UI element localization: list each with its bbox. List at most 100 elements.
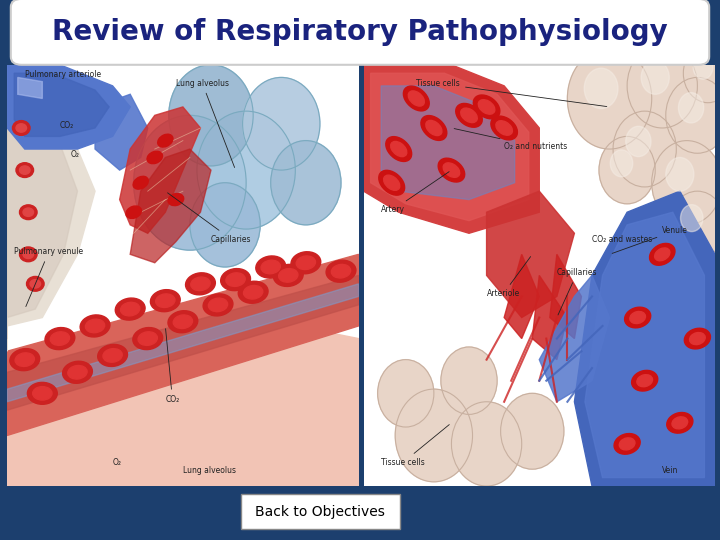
Ellipse shape <box>133 177 148 189</box>
Ellipse shape <box>68 366 87 379</box>
Polygon shape <box>539 275 610 402</box>
Circle shape <box>378 360 434 427</box>
Polygon shape <box>364 65 539 233</box>
Ellipse shape <box>630 312 646 323</box>
Ellipse shape <box>261 260 280 274</box>
Text: O₂ and nutrients: O₂ and nutrients <box>454 129 567 151</box>
Ellipse shape <box>115 298 145 320</box>
Ellipse shape <box>619 438 635 450</box>
Circle shape <box>599 137 655 204</box>
Ellipse shape <box>444 163 459 177</box>
Circle shape <box>642 60 670 94</box>
Circle shape <box>666 158 694 191</box>
Polygon shape <box>575 191 715 486</box>
Ellipse shape <box>478 100 495 114</box>
Circle shape <box>441 347 497 414</box>
Ellipse shape <box>667 413 693 433</box>
Ellipse shape <box>156 294 175 307</box>
Ellipse shape <box>456 104 482 127</box>
Text: CO₂ and wastes: CO₂ and wastes <box>592 235 652 244</box>
Text: Lung alveolus: Lung alveolus <box>183 467 236 475</box>
Ellipse shape <box>86 319 104 333</box>
Circle shape <box>683 44 720 103</box>
Polygon shape <box>487 191 575 318</box>
Ellipse shape <box>27 382 58 404</box>
Ellipse shape <box>625 307 651 328</box>
Polygon shape <box>7 98 78 339</box>
Circle shape <box>271 140 341 225</box>
Ellipse shape <box>19 247 37 262</box>
Circle shape <box>395 389 472 482</box>
Ellipse shape <box>461 108 477 123</box>
Polygon shape <box>7 318 359 486</box>
Polygon shape <box>504 254 539 339</box>
Text: Pulmonary venule: Pulmonary venule <box>14 247 84 307</box>
Text: Venule: Venule <box>612 226 688 253</box>
Circle shape <box>584 68 618 109</box>
Ellipse shape <box>637 375 652 387</box>
Ellipse shape <box>45 328 75 349</box>
Circle shape <box>666 77 720 153</box>
Text: Capillaries: Capillaries <box>557 268 598 315</box>
Ellipse shape <box>491 116 518 140</box>
Circle shape <box>626 126 651 157</box>
Ellipse shape <box>50 332 70 346</box>
Ellipse shape <box>221 268 251 291</box>
Text: Review of Respiratory Pathophysiology: Review of Respiratory Pathophysiology <box>52 18 668 46</box>
Polygon shape <box>95 94 148 170</box>
Ellipse shape <box>649 244 675 265</box>
Text: O₂: O₂ <box>112 458 122 467</box>
Polygon shape <box>550 254 582 339</box>
Ellipse shape <box>391 141 407 157</box>
Polygon shape <box>14 73 109 137</box>
Ellipse shape <box>16 124 27 132</box>
Ellipse shape <box>326 260 356 282</box>
Text: O₂: O₂ <box>71 151 79 159</box>
Ellipse shape <box>238 281 268 303</box>
Ellipse shape <box>331 265 351 278</box>
Ellipse shape <box>672 417 688 429</box>
Circle shape <box>678 92 703 123</box>
Polygon shape <box>7 254 359 435</box>
Ellipse shape <box>256 256 286 278</box>
Text: Vein: Vein <box>662 467 679 475</box>
Text: Pulmonary arteriole: Pulmonary arteriole <box>24 70 101 79</box>
Ellipse shape <box>80 315 110 337</box>
Ellipse shape <box>27 276 44 291</box>
Polygon shape <box>18 77 42 98</box>
Ellipse shape <box>690 333 705 345</box>
Ellipse shape <box>208 298 228 312</box>
Ellipse shape <box>126 206 141 218</box>
Circle shape <box>197 111 295 229</box>
Ellipse shape <box>384 175 400 190</box>
Polygon shape <box>364 65 715 486</box>
Ellipse shape <box>226 273 246 286</box>
Polygon shape <box>7 284 359 402</box>
Ellipse shape <box>438 158 464 182</box>
Circle shape <box>652 140 720 225</box>
Ellipse shape <box>12 120 30 136</box>
Ellipse shape <box>23 250 34 259</box>
Ellipse shape <box>32 387 52 400</box>
Ellipse shape <box>158 134 173 147</box>
Circle shape <box>567 48 652 149</box>
Text: Back to Objectives: Back to Objectives <box>256 505 385 518</box>
Ellipse shape <box>19 205 37 220</box>
Text: Artery: Artery <box>381 172 449 214</box>
Ellipse shape <box>168 193 184 206</box>
Polygon shape <box>381 86 515 200</box>
Ellipse shape <box>168 310 198 333</box>
Polygon shape <box>7 65 130 149</box>
Text: Tissue cells: Tissue cells <box>381 424 449 467</box>
Ellipse shape <box>243 286 263 299</box>
Ellipse shape <box>19 166 30 174</box>
Ellipse shape <box>23 208 34 217</box>
Circle shape <box>451 402 522 486</box>
Circle shape <box>500 393 564 469</box>
Text: Lung alveolus: Lung alveolus <box>176 79 235 167</box>
Polygon shape <box>120 107 200 233</box>
Ellipse shape <box>291 252 320 274</box>
Ellipse shape <box>103 349 122 362</box>
Circle shape <box>627 44 698 128</box>
Circle shape <box>168 65 253 166</box>
